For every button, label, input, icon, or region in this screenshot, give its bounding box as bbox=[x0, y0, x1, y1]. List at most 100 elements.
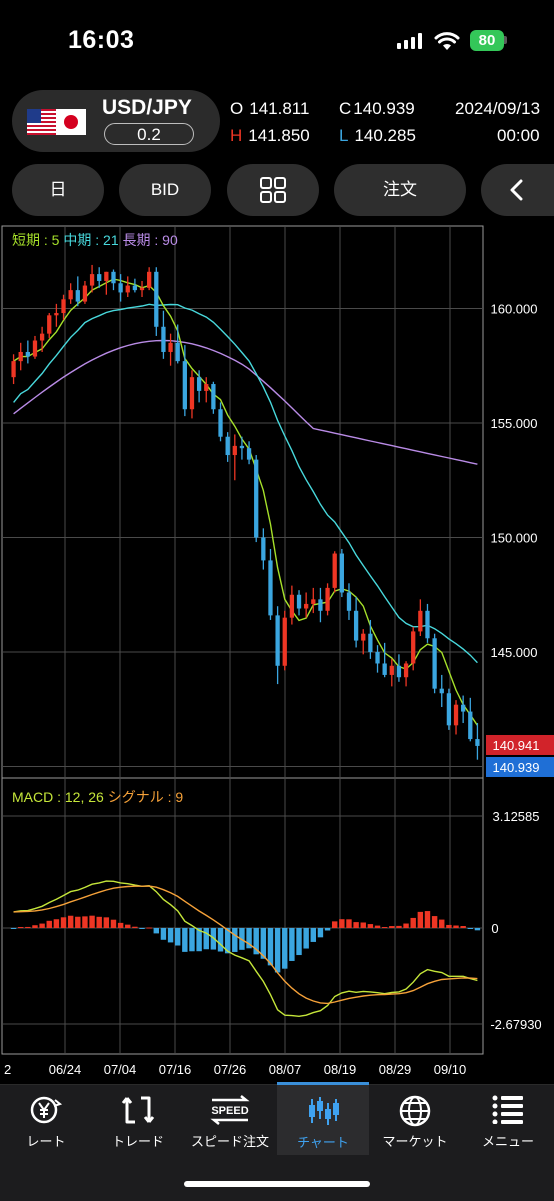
candle-body bbox=[161, 326, 166, 352]
x-tick-label: 09/10 bbox=[434, 1062, 467, 1077]
cellular-signal-icon bbox=[397, 33, 425, 49]
candle-body bbox=[218, 409, 223, 437]
macd-histogram-bar bbox=[203, 928, 209, 950]
macd-histogram-bar bbox=[339, 919, 345, 928]
trade-icon bbox=[121, 1096, 155, 1124]
macd-histogram-bar bbox=[196, 928, 202, 952]
macd-histogram-bar bbox=[89, 915, 95, 928]
macd-line bbox=[13, 880, 478, 1018]
candle-body bbox=[411, 631, 416, 664]
macd-histogram-bar bbox=[174, 928, 181, 946]
candle-body bbox=[125, 285, 130, 293]
tab-menu-label: メニュー bbox=[481, 1134, 534, 1149]
macd-histogram-bar bbox=[439, 919, 445, 928]
low-price: L 140.285 bbox=[339, 126, 416, 145]
macd-histogram-bar bbox=[253, 928, 259, 955]
price-chart[interactable]: 2 06/24 07/04 07/16 07/26 08/07 08/19 08/29 09/1… bbox=[0, 222, 554, 1084]
candle-body bbox=[346, 592, 352, 611]
macd-histogram-bar bbox=[403, 923, 409, 928]
tab-market[interactable]: マーケット bbox=[369, 1084, 461, 1154]
candle-body bbox=[403, 663, 409, 678]
candle-body bbox=[211, 384, 216, 410]
grid-icon bbox=[260, 177, 286, 203]
ask-price-tag bbox=[486, 756, 554, 777]
bid-price-label: 140.941 bbox=[493, 738, 540, 753]
macd-histogram-bar bbox=[296, 928, 302, 956]
macd-histogram-bar bbox=[289, 928, 295, 961]
x-tick-label: 08/19 bbox=[324, 1062, 357, 1077]
macd-histogram-bar bbox=[53, 919, 60, 928]
signal-label: シグナル : 9 bbox=[107, 789, 184, 805]
x-tick-label: 06/24 bbox=[49, 1062, 82, 1077]
candle-body bbox=[75, 290, 80, 302]
ma-long-label: 長期 : 90 bbox=[122, 232, 178, 248]
macd-histogram-bar bbox=[32, 925, 38, 928]
candle-body bbox=[461, 704, 466, 712]
candle-body bbox=[432, 638, 437, 689]
macd-histogram-bar bbox=[217, 928, 224, 952]
macd-histogram-bar bbox=[331, 921, 338, 928]
macd-histogram-bar bbox=[146, 927, 152, 929]
back-button[interactable] bbox=[481, 164, 554, 216]
candle-body bbox=[225, 436, 230, 456]
macd-histogram-bar bbox=[67, 915, 74, 928]
macd-histogram-bar bbox=[374, 925, 381, 928]
ma-long-line bbox=[13, 339, 478, 465]
candle-body bbox=[232, 445, 237, 456]
candle-body bbox=[154, 271, 159, 327]
candle-body bbox=[425, 610, 430, 639]
candle-body bbox=[446, 693, 452, 726]
macd-histogram-bar bbox=[282, 928, 288, 969]
globe-icon bbox=[399, 1095, 431, 1127]
macd-histogram-bar bbox=[346, 919, 352, 928]
ma-mid-label: 中期 : 21 bbox=[63, 232, 119, 248]
period-button[interactable]: 日 bbox=[12, 164, 104, 216]
tab-market-label: マーケット bbox=[382, 1134, 448, 1149]
status-time: 16:03 bbox=[68, 26, 135, 54]
macd-histogram-bar bbox=[381, 927, 388, 929]
macd-histogram-bar bbox=[324, 928, 331, 931]
candle-body bbox=[275, 615, 280, 666]
candle-body bbox=[47, 315, 52, 334]
macd-histogram-bar bbox=[453, 925, 459, 928]
chevron-left-icon bbox=[510, 179, 523, 201]
candle-body bbox=[318, 599, 323, 611]
candle-body bbox=[239, 445, 245, 449]
tab-trade[interactable]: トレード bbox=[92, 1084, 184, 1154]
price-type-button[interactable]: BID bbox=[119, 164, 211, 216]
candle-body bbox=[311, 599, 316, 604]
order-button[interactable]: 注文 bbox=[334, 164, 466, 216]
candle-body bbox=[268, 560, 273, 616]
macd-histogram-bar bbox=[424, 911, 431, 928]
candle-body bbox=[104, 271, 109, 281]
speed-order-icon: SPEED bbox=[210, 1095, 250, 1125]
candle-body bbox=[168, 342, 173, 352]
candle-body bbox=[289, 594, 295, 618]
tab-speed-order[interactable]: SPEED スピード注文 bbox=[184, 1084, 276, 1154]
tab-rate-label: レート bbox=[26, 1134, 66, 1149]
spread-badge: 0.2 bbox=[104, 123, 194, 145]
battery-indicator: 80 bbox=[470, 30, 504, 51]
macd-histogram-bar bbox=[360, 922, 366, 928]
macd-histogram-bar bbox=[274, 928, 281, 973]
japan-flag-icon bbox=[56, 109, 86, 135]
macd-histogram-bar bbox=[474, 928, 481, 931]
chart-layout-button[interactable] bbox=[227, 164, 319, 216]
tab-trade-label: トレード bbox=[111, 1134, 164, 1149]
macd-histogram-bar bbox=[46, 920, 52, 928]
macd-histogram-bar bbox=[446, 924, 452, 928]
tab-chart[interactable]: チャート bbox=[277, 1082, 369, 1155]
bid-price-tag bbox=[486, 734, 554, 755]
y-tick-label: 150.000 bbox=[491, 531, 538, 546]
macd-histogram-bar bbox=[25, 926, 31, 928]
yen-rate-icon bbox=[30, 1096, 63, 1124]
candle-body bbox=[118, 283, 123, 293]
macd-histogram-bar bbox=[389, 926, 395, 928]
macd-histogram-bar bbox=[460, 926, 466, 928]
tab-menu[interactable]: メニュー bbox=[462, 1084, 554, 1154]
candle-body bbox=[389, 665, 394, 675]
macd-histogram-bar bbox=[189, 928, 195, 952]
tab-rate[interactable]: レート bbox=[0, 1084, 92, 1154]
macd-histogram-bar bbox=[224, 928, 231, 954]
candle-body bbox=[89, 274, 95, 286]
